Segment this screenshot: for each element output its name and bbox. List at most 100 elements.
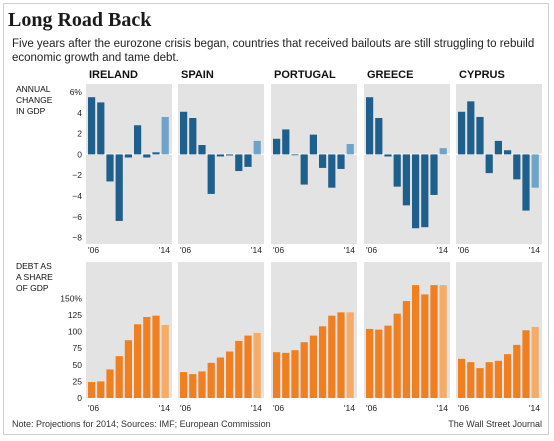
debt-tick-label: 25	[73, 376, 83, 386]
gdp-bar-spain-2014	[253, 140, 261, 155]
debt-bar-portugal-2014	[346, 312, 354, 398]
gdp-bar-cyprus-2009	[485, 154, 493, 174]
debt-bar-spain-2010	[216, 357, 224, 398]
debt-bar-cyprus-2011	[504, 354, 512, 398]
debt-bar-spain-2007	[189, 374, 197, 398]
debt-bar-ireland-2009	[115, 356, 123, 398]
gdp-tick-label: 2	[77, 129, 82, 139]
debt-bar-greece-2010	[402, 301, 410, 398]
footer-source: The Wall Street Journal	[448, 419, 542, 429]
gdp-bar-portugal-2011	[319, 154, 327, 168]
debt-bar-ireland-2012	[143, 316, 151, 398]
gdp-bar-portugal-2010	[309, 134, 317, 155]
debt-bar-ireland-2007	[97, 381, 105, 398]
gdp-bar-cyprus-2006	[458, 111, 466, 155]
gdp-bar-greece-2012	[421, 154, 429, 228]
gdp-bar-spain-2006	[180, 111, 188, 155]
debt-tick-label: 125	[68, 310, 82, 320]
gdp-tick-label: −4	[72, 191, 82, 201]
debt-x-start-label: '06	[273, 403, 284, 413]
debt-bar-ireland-2013	[152, 315, 160, 398]
debt-x-end-label: '14	[159, 403, 170, 413]
gdp-x-start-label: '06	[458, 245, 469, 255]
gdp-bar-spain-2013	[244, 154, 252, 167]
gdp-bar-cyprus-2012	[513, 154, 521, 180]
gdp-bar-portugal-2007	[282, 129, 290, 155]
gdp-bar-portugal-2008	[291, 154, 299, 156]
gdp-bar-greece-2013	[430, 154, 438, 195]
gdp-axis-label: ANNUAL CHANGE IN GDP	[16, 84, 53, 116]
debt-tick-label: 0	[77, 393, 82, 403]
debt-bar-cyprus-2014	[531, 326, 539, 398]
debt-bar-cyprus-2010	[494, 360, 502, 398]
country-label-greece: GREECE	[367, 69, 413, 81]
gdp-bar-portugal-2014	[346, 144, 354, 155]
debt-bar-greece-2007	[375, 329, 383, 398]
gdp-bar-spain-2012	[235, 154, 243, 172]
gdp-x-start-label: '06	[180, 245, 191, 255]
debt-bar-spain-2009	[207, 362, 215, 398]
debt-x-start-label: '06	[88, 403, 99, 413]
debt-bar-cyprus-2013	[522, 330, 530, 398]
debt-bar-cyprus-2009	[485, 362, 493, 398]
gdp-x-end-label: '14	[251, 245, 262, 255]
gdp-bar-cyprus-2014	[531, 154, 539, 188]
gdp-x-end-label: '14	[344, 245, 355, 255]
debt-tick-label: 150%	[60, 293, 82, 303]
gdp-x-end-label: '14	[529, 245, 540, 255]
debt-bar-portugal-2012	[328, 315, 336, 398]
country-label-ireland: IRELAND	[89, 69, 138, 81]
gdp-bar-portugal-2013	[337, 154, 345, 169]
debt-x-end-label: '14	[344, 403, 355, 413]
debt-x-start-label: '06	[458, 403, 469, 413]
gdp-bar-greece-2011	[412, 154, 420, 229]
debt-bar-greece-2013	[430, 285, 438, 398]
gdp-bar-ireland-2013	[152, 152, 160, 155]
gdp-tick-label: −6	[72, 212, 82, 222]
gdp-bar-cyprus-2008	[476, 116, 484, 155]
country-label-cyprus: CYPRUS	[459, 69, 505, 81]
debt-axis-label: DEBT AS A SHARE OF GDP	[16, 261, 53, 293]
gdp-tick-label: 6%	[70, 87, 83, 97]
gdp-bar-spain-2009	[207, 154, 215, 194]
debt-bar-cyprus-2008	[476, 368, 484, 398]
chart-subtitle: Five years after the eurozone crisis beg…	[12, 38, 535, 64]
debt-bar-ireland-2010	[124, 340, 132, 398]
gdp-bar-ireland-2007	[97, 102, 105, 155]
gdp-bar-ireland-2009	[115, 154, 123, 221]
debt-bar-portugal-2008	[291, 350, 299, 398]
gdp-bar-spain-2008	[198, 145, 206, 155]
gdp-bar-cyprus-2011	[504, 150, 512, 155]
gdp-tick-label: −8	[72, 233, 82, 243]
debt-bar-portugal-2006	[273, 352, 281, 398]
gdp-bar-cyprus-2013	[522, 154, 530, 211]
debt-bar-greece-2008	[384, 325, 392, 398]
debt-bar-portugal-2013	[337, 312, 345, 398]
debt-x-start-label: '06	[180, 403, 191, 413]
debt-bar-spain-2014	[253, 332, 261, 398]
debt-x-end-label: '14	[529, 403, 540, 413]
gdp-x-start-label: '06	[366, 245, 377, 255]
gdp-bar-portugal-2006	[273, 138, 281, 155]
gdp-bar-greece-2010	[402, 154, 410, 206]
debt-x-end-label: '14	[437, 403, 448, 413]
gdp-bar-greece-2006	[366, 97, 374, 155]
gdp-bar-spain-2011	[226, 154, 234, 156]
gdp-bar-ireland-2010	[124, 154, 132, 158]
chart-frame	[3, 3, 549, 435]
debt-bar-greece-2014	[439, 285, 447, 398]
debt-bar-portugal-2009	[300, 342, 308, 398]
debt-bar-greece-2006	[366, 328, 374, 398]
gdp-bar-greece-2007	[375, 118, 383, 155]
gdp-x-end-label: '14	[437, 245, 448, 255]
gdp-tick-label: −2	[72, 170, 82, 180]
gdp-bar-ireland-2006	[88, 97, 96, 155]
debt-bar-ireland-2014	[161, 324, 169, 398]
gdp-bar-greece-2009	[393, 154, 401, 187]
gdp-bar-portugal-2009	[300, 154, 308, 185]
chart-title: Long Road Back	[8, 9, 152, 31]
country-label-portugal: PORTUGAL	[274, 69, 336, 81]
footer-note: Note: Projections for 2014; Sources: IMF…	[12, 419, 271, 429]
gdp-tick-label: 4	[77, 108, 82, 118]
